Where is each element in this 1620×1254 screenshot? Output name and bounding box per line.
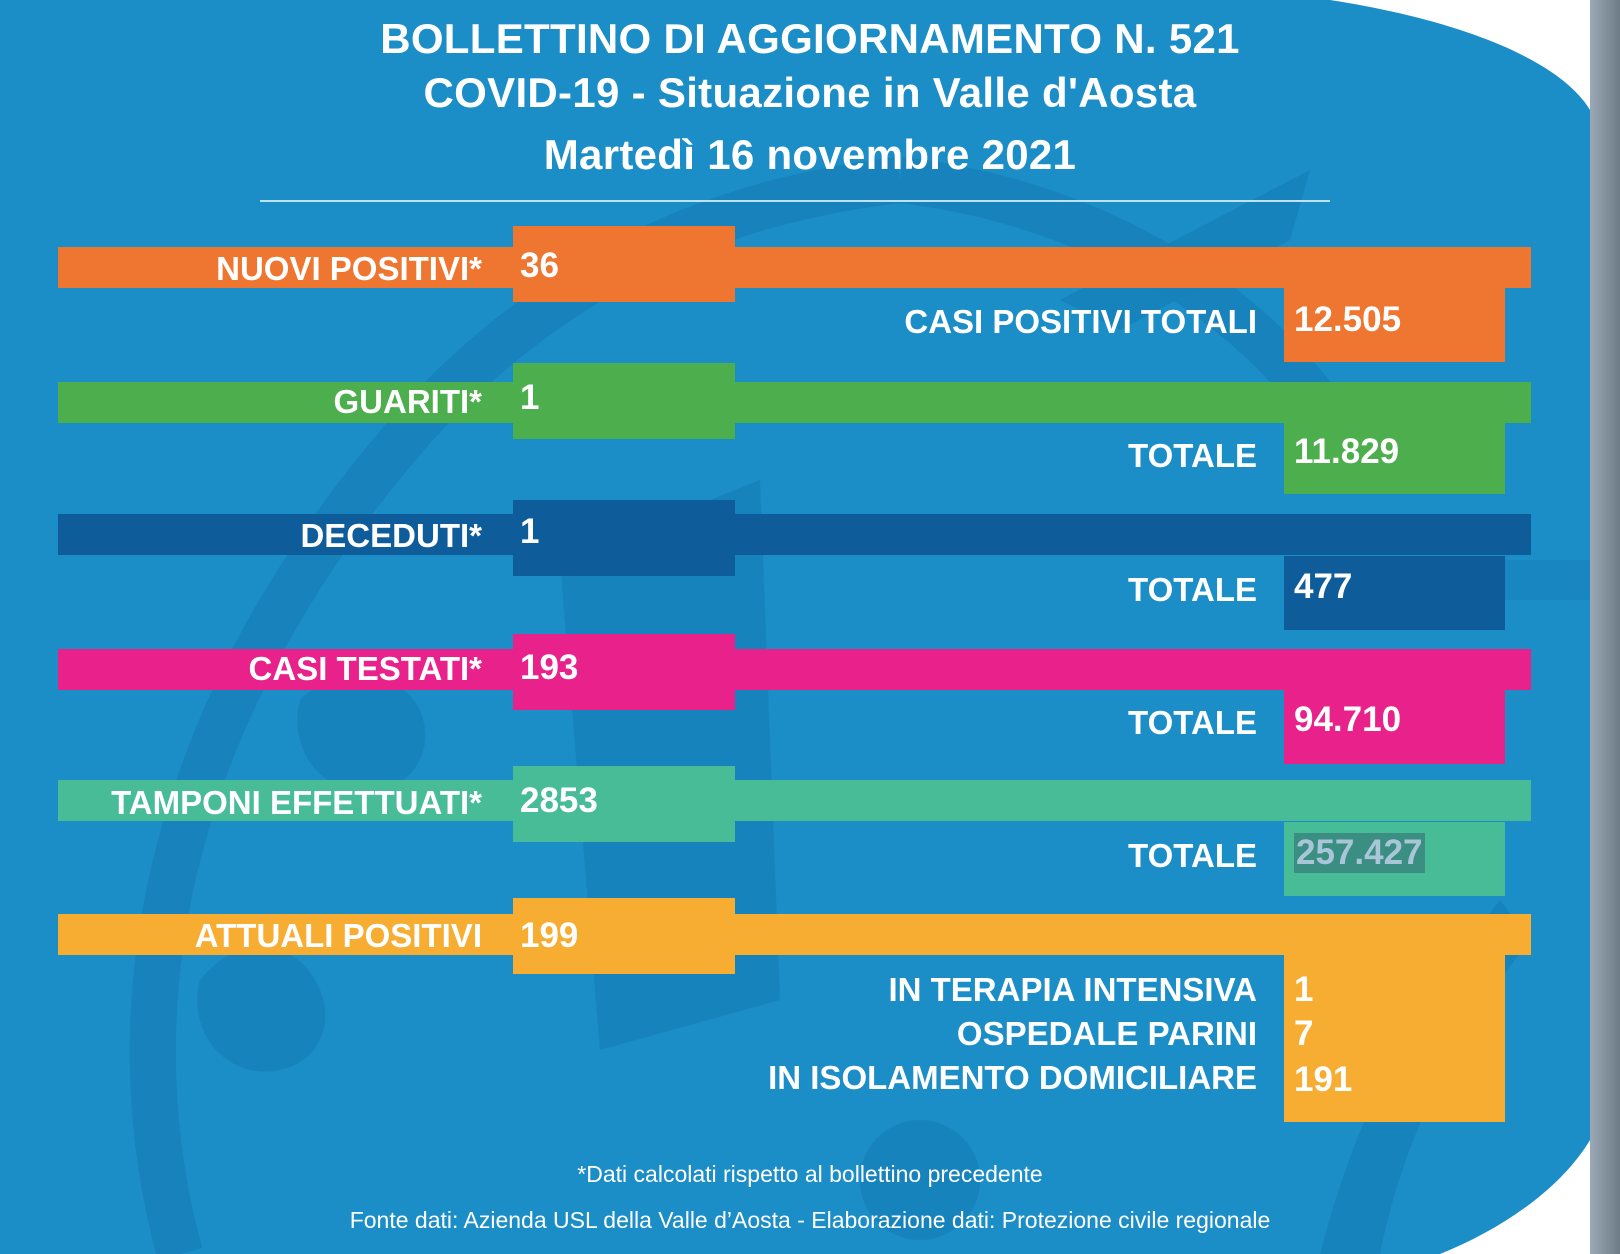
total-label-deceduti: TOTALE bbox=[1128, 571, 1257, 608]
value-nuovi-positivi: 36 bbox=[520, 246, 559, 285]
total-value-guariti: 11.829 bbox=[1294, 432, 1400, 471]
value-deceduti: 1 bbox=[520, 512, 540, 551]
value-box-nuovi-positivi bbox=[513, 226, 735, 302]
label-isolamento-domiciliare: IN ISOLAMENTO DOMICILIARE bbox=[768, 1059, 1257, 1096]
total-box-nuovi-positivi bbox=[1284, 288, 1505, 362]
total-value-casi-positivi: 12.505 bbox=[1294, 300, 1402, 339]
band-tamponi-effettuati bbox=[58, 780, 1531, 821]
label-deceduti: DECEDUTI* bbox=[300, 517, 482, 554]
value-box-deceduti bbox=[513, 500, 735, 576]
total-value-deceduti: 477 bbox=[1294, 567, 1353, 606]
value-tamponi-effettuati: 2853 bbox=[520, 781, 598, 820]
value-guariti: 1 bbox=[520, 378, 540, 417]
band-deceduti bbox=[58, 514, 1531, 555]
total-box-casi-testati bbox=[1284, 690, 1505, 764]
bulletin-date: Martedì 16 novembre 2021 bbox=[543, 131, 1077, 178]
total-label-tamponi: TOTALE bbox=[1128, 837, 1257, 874]
total-box-deceduti bbox=[1284, 556, 1505, 630]
label-attuali-positivi: ATTUALI POSITIVI bbox=[194, 917, 482, 954]
band-casi-testati bbox=[58, 649, 1531, 690]
band-guariti bbox=[58, 382, 1531, 423]
label-tamponi-effettuati: TAMPONI EFFETTUATI* bbox=[111, 784, 482, 821]
label-terapia-intensiva: IN TERAPIA INTENSIVA bbox=[888, 971, 1257, 1008]
value-box-attuali-positivi bbox=[513, 898, 735, 974]
value-box-casi-testati bbox=[513, 634, 735, 710]
page-edge-shadow bbox=[1590, 0, 1620, 1254]
total-box-guariti bbox=[1284, 420, 1505, 494]
footnote: *Dati calcolati rispetto al bollettino p… bbox=[577, 1161, 1043, 1187]
total-value-casi-testati: 94.710 bbox=[1294, 700, 1402, 739]
value-isolamento-domiciliare: 191 bbox=[1294, 1060, 1353, 1099]
value-box-tamponi-effettuati bbox=[513, 766, 735, 842]
bulletin-title: BOLLETTINO DI AGGIORNAMENTO N. 521 bbox=[380, 15, 1240, 62]
value-attuali-positivi: 199 bbox=[520, 916, 579, 955]
data-source: Fonte dati: Azienda USL della Valle d’Ao… bbox=[349, 1207, 1271, 1233]
breakdown-box-attuali-positivi bbox=[1284, 954, 1505, 1122]
label-ospedale-parini: OSPEDALE PARINI bbox=[956, 1015, 1257, 1052]
value-box-guariti bbox=[513, 363, 735, 439]
bulletin-subtitle: COVID-19 - Situazione in Valle d'Aosta bbox=[423, 69, 1197, 116]
total-value-tamponi: 257.427 bbox=[1294, 833, 1425, 873]
total-label-casi-testati: TOTALE bbox=[1128, 704, 1257, 741]
value-ospedale-parini: 7 bbox=[1294, 1014, 1314, 1053]
value-casi-testati: 193 bbox=[520, 648, 579, 687]
value-terapia-intensiva: 1 bbox=[1294, 970, 1314, 1009]
total-label-guariti: TOTALE bbox=[1128, 437, 1257, 474]
header-divider bbox=[260, 200, 1330, 202]
total-label-casi-positivi: CASI POSITIVI TOTALI bbox=[904, 303, 1257, 340]
label-casi-testati: CASI TESTATI* bbox=[248, 650, 482, 687]
band-nuovi-positivi bbox=[58, 247, 1531, 288]
label-nuovi-positivi: NUOVI POSITIVI* bbox=[216, 250, 482, 287]
label-guariti: GUARITI* bbox=[333, 383, 483, 420]
band-attuali-positivi bbox=[58, 914, 1531, 955]
